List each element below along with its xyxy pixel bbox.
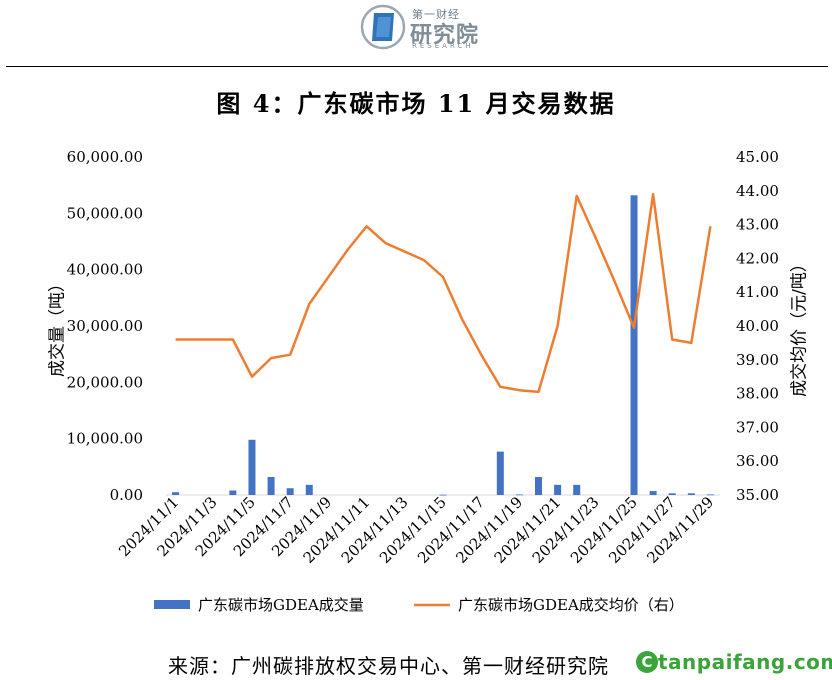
volume-bar xyxy=(554,484,562,495)
volume-bar xyxy=(706,494,714,496)
volume-bar xyxy=(649,491,657,495)
right-tick-label: 38.00 xyxy=(736,385,779,403)
watermark-logo-icon: C xyxy=(636,651,658,673)
left-axis-ticks: 0.00 10,000.00 20,000.00 30,000.00 40,000.00… xyxy=(67,148,143,504)
right-tick-label: 39.00 xyxy=(736,351,779,369)
left-tick-label: 20,000.00 xyxy=(67,373,143,391)
right-axis-ticks: 35.00 36.00 37.00 38.00 39.00 40.00 41.00 42.00… xyxy=(736,148,779,504)
header-divider xyxy=(6,66,828,67)
logo-brand-text: 第一财经 xyxy=(412,8,460,21)
watermark-text: tanpaifang.com xyxy=(658,650,832,674)
research-logo-icon xyxy=(360,4,406,50)
legend: 广东碳市场GDEA成交量 广东碳市场GDEA成交均价（右） xyxy=(154,596,684,614)
right-tick-label: 37.00 xyxy=(736,418,779,436)
watermark: C tanpaifang.com xyxy=(636,648,832,676)
legend-volume-label: 广东碳市场GDEA成交量 xyxy=(198,596,364,614)
right-axis-label: 成交均价（元/吨） xyxy=(790,255,810,397)
chart-title: 图 4：广东碳市场 11 月交易数据 xyxy=(216,89,616,118)
right-tick-label: 41.00 xyxy=(736,283,779,301)
volume-bar xyxy=(305,484,313,495)
legend-price-label: 广东碳市场GDEA成交均价（右） xyxy=(458,596,684,614)
price-line xyxy=(175,192,712,394)
volume-bar xyxy=(668,493,676,495)
volume-bar xyxy=(229,490,237,495)
volume-bars xyxy=(172,195,714,496)
x-axis-ticks: 2024/11/12024/11/32024/11/52024/11/72024… xyxy=(115,493,717,567)
right-tick-label: 45.00 xyxy=(736,148,779,166)
logo-institute-text: 研究院 xyxy=(410,23,480,48)
left-tick-label: 10,000.00 xyxy=(67,430,143,448)
volume-bar xyxy=(496,451,504,495)
right-tick-label: 35.00 xyxy=(736,486,779,504)
right-tick-label: 40.00 xyxy=(736,317,779,335)
volume-bar xyxy=(248,439,256,495)
volume-bar xyxy=(630,195,638,495)
right-tick-label: 44.00 xyxy=(736,182,779,200)
right-tick-label: 42.00 xyxy=(736,249,779,267)
left-axis-label: 成交量（吨） xyxy=(48,275,68,377)
volume-bar xyxy=(286,488,294,495)
source-note: 来源：广州碳排放权交易中心、第一财经研究院 xyxy=(168,654,609,678)
volume-bar xyxy=(535,476,543,495)
left-tick-label: 0.00 xyxy=(110,486,143,504)
volume-bar xyxy=(573,484,581,495)
left-tick-label: 30,000.00 xyxy=(67,317,143,335)
report-header: 第一财经 研究院 RESEARCH xyxy=(0,0,832,67)
volume-bar xyxy=(172,492,180,495)
volume-bar xyxy=(687,493,695,495)
legend-volume-swatch xyxy=(154,600,190,609)
left-tick-label: 50,000.00 xyxy=(67,204,143,222)
volume-bar xyxy=(267,476,275,495)
volume-bar xyxy=(439,494,447,496)
logo-research-text: RESEARCH xyxy=(412,42,474,50)
left-tick-label: 60,000.00 xyxy=(67,148,143,166)
right-tick-label: 43.00 xyxy=(736,216,779,234)
left-tick-label: 40,000.00 xyxy=(67,261,143,279)
volume-bar xyxy=(515,494,523,496)
right-tick-label: 36.00 xyxy=(736,452,779,470)
